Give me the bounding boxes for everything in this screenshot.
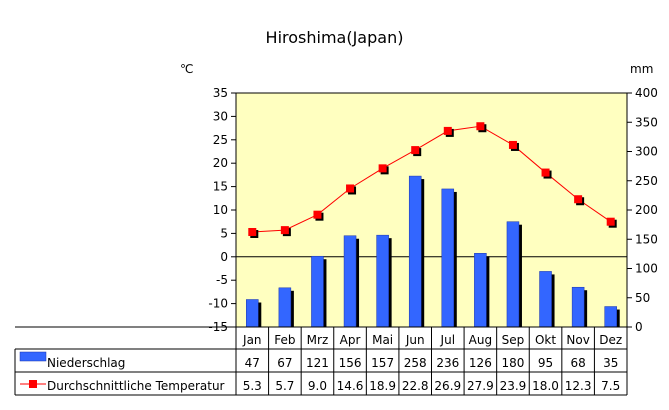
temperature-value: 26.9 (434, 379, 461, 393)
temperature-point (476, 122, 485, 131)
y-right-tick-label: 50 (635, 291, 650, 305)
x-tick-label: Mrz (307, 333, 329, 347)
precipitation-bar (311, 255, 324, 328)
legend-key-bar (19, 351, 47, 362)
precipitation-bar (539, 271, 552, 328)
y-left-unit: ℃ (180, 62, 194, 76)
y-left-tick-label: 25 (213, 133, 228, 147)
x-tick-label: Aug (469, 333, 492, 347)
y-right-tick-label: 100 (635, 262, 658, 276)
x-tick-label: Sep (502, 333, 525, 347)
precipitation-bar (441, 188, 455, 328)
precipitation-value: 236 (436, 356, 459, 370)
y-right-tick-label: 150 (635, 232, 658, 246)
y-left-tick-label: 30 (213, 109, 228, 123)
precipitation-bar (506, 221, 520, 328)
y-left-tick-label: 0 (220, 250, 228, 264)
precipitation-value: 95 (538, 356, 553, 370)
temperature-point (411, 146, 420, 155)
temperature-point (508, 140, 517, 149)
temperature-value: 18.9 (369, 379, 396, 393)
y-left-tick-label: -5 (216, 273, 228, 287)
precipitation-value: 156 (339, 356, 362, 370)
temperature-point (378, 164, 387, 173)
y-right-tick-label: 400 (635, 86, 658, 100)
precipitation-bar (474, 253, 487, 328)
temperature-point (346, 184, 355, 193)
x-tick-label: Okt (535, 333, 556, 347)
plot-area (235, 92, 628, 328)
temperature-value: 5.7 (275, 379, 294, 393)
precipitation-bar (376, 234, 389, 328)
y-right-unit: mm (630, 62, 654, 76)
temperature-value: 12.3 (565, 379, 592, 393)
temperature-value: 23.9 (500, 379, 527, 393)
x-tick-label: Mai (372, 333, 393, 347)
temperature-value: 14.6 (337, 379, 364, 393)
x-tick-label: Jun (405, 333, 425, 347)
precipitation-value: 258 (404, 356, 427, 370)
temperature-point (248, 227, 257, 236)
temperature-point (280, 226, 289, 235)
temperature-value: 9.0 (308, 379, 327, 393)
precipitation-value: 47 (245, 356, 260, 370)
y-left-tick-label: 35 (213, 86, 228, 100)
temperature-value: 7.5 (601, 379, 620, 393)
precipitation-bar (246, 299, 259, 328)
y-right-tick-label: 350 (635, 115, 658, 129)
legend-label-temperature: Durchschnittliche Temperatur (47, 379, 225, 393)
precipitation-bar (343, 235, 357, 328)
precipitation-value: 157 (371, 356, 394, 370)
x-tick-label: Apr (340, 333, 361, 347)
precipitation-value: 126 (469, 356, 492, 370)
precipitation-value: 68 (570, 356, 585, 370)
x-tick-label: Jul (440, 333, 455, 347)
precipitation-value: 67 (277, 356, 292, 370)
precipitation-value: 35 (603, 356, 618, 370)
y-right-tick-label: 250 (635, 174, 658, 188)
temperature-value: 18.0 (532, 379, 559, 393)
temperature-value: 5.3 (243, 379, 262, 393)
temperature-value: 27.9 (467, 379, 494, 393)
temperature-point (313, 210, 322, 219)
temperature-point (541, 168, 550, 177)
precipitation-bar (604, 306, 617, 328)
y-right-tick-label: 300 (635, 145, 658, 159)
precipitation-value: 121 (306, 356, 329, 370)
y-right-tick-label: 0 (635, 320, 643, 334)
precipitation-bar (408, 175, 422, 328)
x-tick-label: Feb (274, 333, 295, 347)
y-left-tick-label: 5 (220, 226, 228, 240)
precipitation-bar (571, 286, 585, 328)
x-tick-label: Jan (242, 333, 262, 347)
y-left-tick-label: -10 (208, 297, 228, 311)
temperature-point (606, 217, 615, 226)
precipitation-bar (278, 287, 292, 328)
temperature-point (443, 126, 452, 135)
y-left-tick-label: 15 (213, 180, 228, 194)
temperature-point (574, 195, 583, 204)
x-tick-label: Dez (599, 333, 622, 347)
x-tick-label: Nov (566, 333, 589, 347)
temperature-value: 22.8 (402, 379, 429, 393)
y-left-tick-label: 10 (213, 203, 228, 217)
legend-key-marker (29, 380, 37, 388)
chart-title: Hiroshima(Japan) (265, 28, 404, 47)
y-right-tick-label: 200 (635, 203, 658, 217)
legend-label-precipitation: Niederschlag (47, 356, 125, 370)
precipitation-value: 180 (502, 356, 525, 370)
y-left-tick-label: 20 (213, 156, 228, 170)
